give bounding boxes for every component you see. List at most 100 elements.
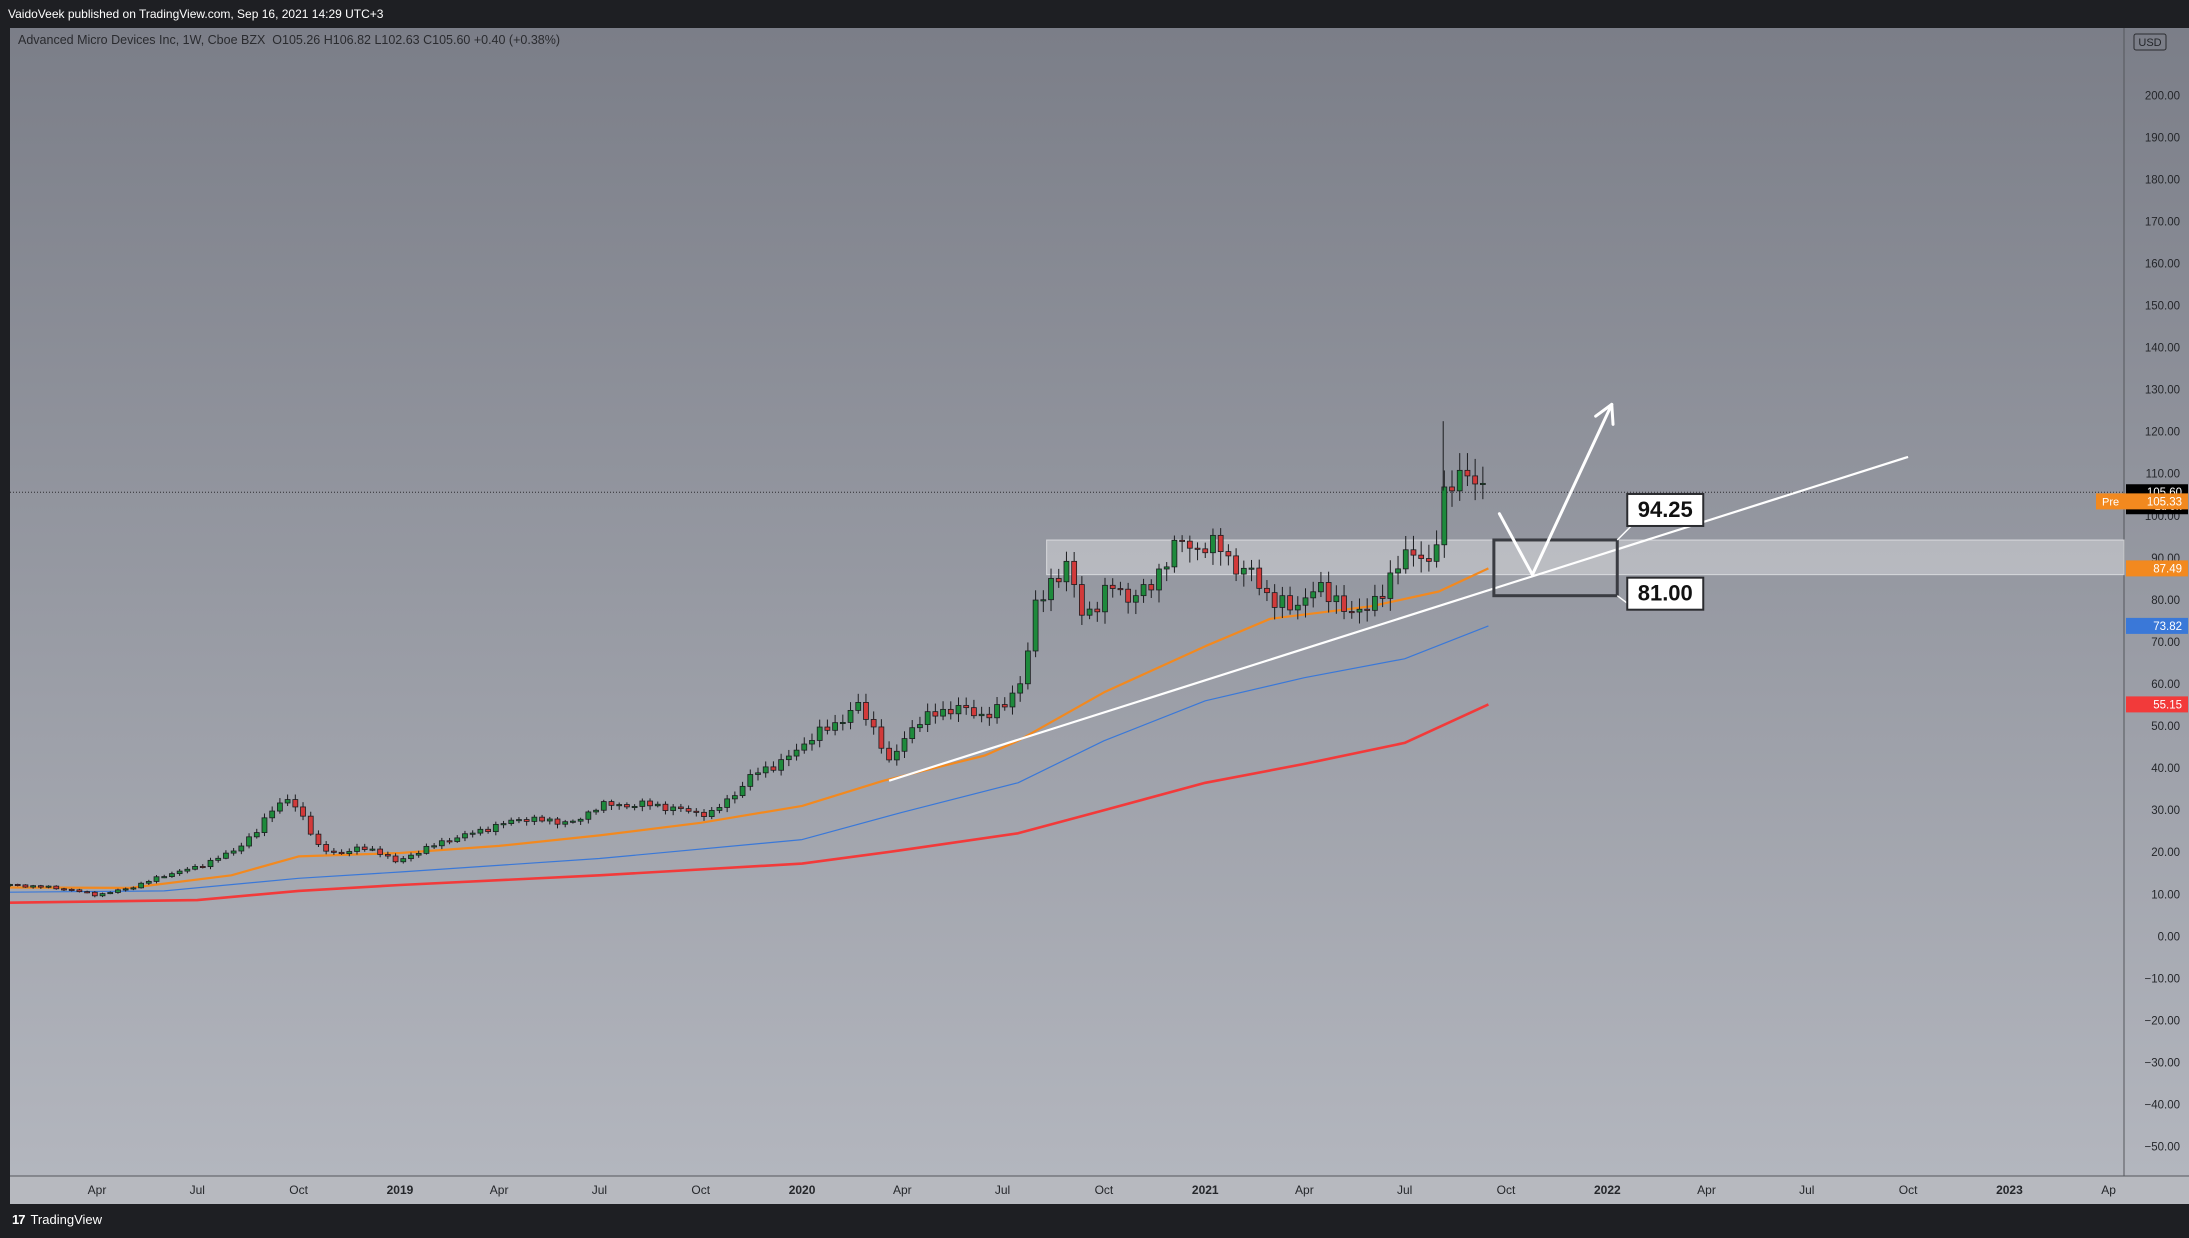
candle[interactable] bbox=[893, 744, 900, 766]
candle[interactable] bbox=[153, 874, 160, 884]
candle[interactable] bbox=[277, 798, 283, 814]
candle[interactable] bbox=[107, 891, 114, 895]
price-callout[interactable]: 81.00 bbox=[1616, 576, 1705, 611]
candle[interactable] bbox=[477, 826, 484, 836]
candle[interactable] bbox=[917, 716, 923, 732]
candle[interactable] bbox=[793, 743, 800, 761]
candle[interactable] bbox=[1048, 568, 1054, 612]
candle[interactable] bbox=[1325, 571, 1332, 613]
candle[interactable] bbox=[138, 881, 144, 889]
candle[interactable] bbox=[1364, 598, 1371, 622]
candle[interactable] bbox=[215, 855, 222, 863]
candle[interactable] bbox=[1040, 590, 1047, 613]
candle[interactable] bbox=[431, 842, 437, 849]
candle[interactable] bbox=[492, 821, 499, 836]
candle[interactable] bbox=[1310, 581, 1317, 608]
candle[interactable] bbox=[1372, 584, 1378, 617]
candle[interactable] bbox=[1063, 551, 1070, 592]
candle[interactable] bbox=[315, 830, 322, 848]
price-callout[interactable]: 94.25 bbox=[1616, 492, 1705, 541]
candle[interactable] bbox=[762, 761, 769, 778]
candle[interactable] bbox=[1418, 541, 1425, 573]
candle[interactable] bbox=[1341, 585, 1347, 620]
candle[interactable] bbox=[446, 837, 453, 845]
candle[interactable] bbox=[84, 890, 90, 894]
candle[interactable] bbox=[516, 817, 522, 824]
candle[interactable] bbox=[192, 864, 198, 871]
candle[interactable] bbox=[901, 731, 908, 758]
candle[interactable] bbox=[755, 767, 761, 781]
candle[interactable] bbox=[816, 719, 823, 748]
candle[interactable] bbox=[284, 794, 291, 807]
candle[interactable] bbox=[824, 719, 831, 735]
candle[interactable] bbox=[300, 802, 306, 821]
candle[interactable] bbox=[531, 814, 538, 826]
candle[interactable] bbox=[184, 867, 191, 874]
candle[interactable] bbox=[61, 887, 67, 891]
candle[interactable] bbox=[346, 848, 353, 857]
candle[interactable] bbox=[1055, 568, 1062, 588]
candle[interactable] bbox=[485, 826, 491, 834]
candle[interactable] bbox=[839, 714, 846, 731]
candle[interactable] bbox=[608, 799, 615, 811]
candle[interactable] bbox=[1117, 581, 1124, 596]
candle[interactable] bbox=[1318, 571, 1324, 598]
candle[interactable] bbox=[1001, 697, 1008, 711]
candle[interactable] bbox=[600, 799, 607, 813]
candle[interactable] bbox=[878, 719, 885, 754]
candle[interactable] bbox=[469, 830, 476, 838]
candle[interactable] bbox=[1186, 535, 1193, 563]
candle[interactable] bbox=[1163, 562, 1170, 582]
candle[interactable] bbox=[701, 809, 707, 821]
candle[interactable] bbox=[307, 811, 314, 836]
candle[interactable] bbox=[122, 887, 129, 892]
candle[interactable] bbox=[855, 693, 862, 714]
candle[interactable] bbox=[1248, 559, 1255, 582]
trend-line[interactable] bbox=[888, 455, 1909, 782]
candle[interactable] bbox=[947, 701, 954, 720]
time-axis-background[interactable] bbox=[10, 1176, 2189, 1204]
candle[interactable] bbox=[1132, 589, 1139, 615]
candle[interactable] bbox=[384, 851, 391, 859]
candle[interactable] bbox=[1202, 542, 1209, 559]
candle[interactable] bbox=[500, 820, 507, 829]
candle[interactable] bbox=[361, 843, 368, 852]
candle[interactable] bbox=[639, 798, 646, 812]
candle[interactable] bbox=[1094, 601, 1101, 622]
candle[interactable] bbox=[1086, 601, 1093, 620]
pre-market-badge[interactable]: Pre 105.33 bbox=[2096, 493, 2188, 510]
candle[interactable] bbox=[716, 803, 723, 814]
candle[interactable] bbox=[1402, 535, 1409, 574]
candle[interactable] bbox=[585, 810, 592, 824]
candle[interactable] bbox=[724, 794, 731, 813]
candle[interactable] bbox=[1179, 535, 1185, 553]
candle[interactable] bbox=[1395, 555, 1401, 585]
candle[interactable] bbox=[932, 703, 939, 724]
candle[interactable] bbox=[1287, 586, 1293, 615]
candle[interactable] bbox=[1356, 598, 1363, 624]
candle[interactable] bbox=[253, 828, 260, 839]
candle[interactable] bbox=[14, 883, 21, 887]
chart-area[interactable]: 94.25 81.00 −50.00 −40.00 −30.00 −20.00 −10.0… bbox=[10, 28, 2189, 1204]
tradingview-logo[interactable]: 17 TradingView bbox=[12, 1212, 102, 1227]
candle[interactable] bbox=[1348, 600, 1355, 619]
candle[interactable] bbox=[577, 817, 584, 825]
ema-mid-badge[interactable]: 73.82 bbox=[2126, 617, 2188, 634]
candle[interactable] bbox=[1333, 585, 1340, 614]
candle[interactable] bbox=[708, 806, 715, 820]
candle[interactable] bbox=[1294, 596, 1301, 620]
candle[interactable] bbox=[269, 806, 276, 823]
candle[interactable] bbox=[994, 697, 1000, 724]
candle[interactable] bbox=[955, 697, 962, 722]
candle[interactable] bbox=[1079, 576, 1085, 625]
candle[interactable] bbox=[76, 888, 83, 893]
candle[interactable] bbox=[454, 835, 461, 843]
candle[interactable] bbox=[647, 798, 653, 810]
candle[interactable] bbox=[37, 884, 44, 889]
candle[interactable] bbox=[1387, 560, 1394, 611]
candle[interactable] bbox=[539, 814, 545, 823]
candle[interactable] bbox=[616, 802, 623, 810]
projection-up-line[interactable] bbox=[1530, 402, 1614, 577]
candle[interactable] bbox=[45, 885, 52, 889]
candle[interactable] bbox=[1171, 535, 1178, 573]
